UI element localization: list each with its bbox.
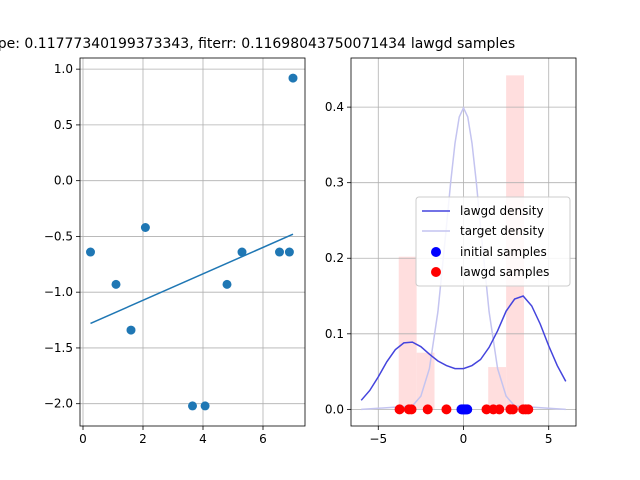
scatter-point bbox=[288, 73, 298, 83]
right-ticks: −5 0 5 0.0 0.1 0.2 0.3 0.4 bbox=[325, 100, 553, 446]
lawgd-sample-point bbox=[394, 404, 405, 415]
left-axes-frame bbox=[79, 57, 306, 427]
left-ytick-label: −1.0 bbox=[44, 285, 73, 299]
scatter-point bbox=[188, 401, 197, 411]
left-chart-title: slope: 0.11777340199373343, fiterr: 0.11… bbox=[0, 36, 406, 52]
right-xtick-label: −5 bbox=[369, 432, 387, 446]
left-xtick-label: 2 bbox=[139, 432, 147, 446]
lawgd-density-line bbox=[360, 295, 567, 401]
histogram-bar bbox=[488, 367, 507, 410]
right-marks bbox=[360, 106, 567, 415]
left-grid bbox=[80, 58, 305, 426]
lawgd-sample-point bbox=[494, 404, 505, 415]
legend: lawgd density target density initial sam… bbox=[415, 196, 571, 287]
histogram-bar bbox=[398, 256, 417, 410]
right-density-panel: −5 0 5 0.0 0.1 0.2 0.3 0.4 lawgd samples bbox=[325, 36, 577, 446]
legend-label-lawgd-density: lawgd density bbox=[460, 204, 544, 218]
scatter-point bbox=[237, 247, 247, 257]
lawgd-sample-point bbox=[507, 404, 518, 415]
target-density-line bbox=[361, 106, 566, 411]
scatter-point bbox=[111, 279, 121, 289]
left-ytick-label: −2.0 bbox=[44, 397, 73, 411]
lawgd-sample-point bbox=[441, 404, 452, 415]
initial-sample-point bbox=[462, 404, 473, 415]
left-ytick-label: 0.5 bbox=[54, 118, 73, 132]
lawgd-sample-point bbox=[406, 404, 417, 415]
left-xtick-label: 0 bbox=[79, 432, 87, 446]
right-ytick-label: 0.0 bbox=[325, 402, 344, 416]
scatter-point bbox=[126, 325, 136, 335]
left-xtick-label: 4 bbox=[199, 432, 207, 446]
right-chart-title: lawgd samples bbox=[411, 36, 515, 52]
scatter-point bbox=[222, 279, 232, 289]
scatter-point bbox=[200, 401, 210, 411]
legend-swatch-initial-samples bbox=[431, 247, 441, 257]
left-ytick-label: 1.0 bbox=[54, 62, 73, 76]
left-scatter-panel: 0 2 4 6 −2.0 −1.5 −1.0 −0.5 0.0 0.5 1.0 slope: 0.1… bbox=[0, 36, 406, 446]
lawgd-sample-point bbox=[422, 404, 433, 415]
right-ytick-label: 0.3 bbox=[325, 176, 344, 190]
left-xtick-label: 6 bbox=[259, 432, 267, 446]
legend-label-target-density: target density bbox=[460, 224, 544, 238]
left-ytick-label: −0.5 bbox=[44, 229, 73, 243]
lawgd-sample-point bbox=[523, 404, 534, 415]
scatter-point bbox=[140, 223, 150, 233]
legend-label-initial-samples: initial samples bbox=[460, 245, 547, 259]
legend-swatch-lawgd-samples bbox=[431, 267, 441, 277]
scatter-point bbox=[86, 247, 95, 257]
left-ytick-label: 0.0 bbox=[54, 174, 73, 188]
fit-line bbox=[90, 233, 294, 325]
scatter-point bbox=[275, 247, 284, 257]
left-marks bbox=[86, 73, 298, 411]
right-axes-frame bbox=[350, 57, 577, 427]
scatter-point bbox=[284, 247, 294, 257]
legend-label-lawgd-samples: lawgd samples bbox=[460, 265, 549, 279]
right-xtick-label: 5 bbox=[545, 432, 553, 446]
right-ytick-label: 0.4 bbox=[325, 100, 344, 114]
left-ticks: 0 2 4 6 −2.0 −1.5 −1.0 −0.5 0.0 0.5 1.0 bbox=[44, 62, 267, 446]
legend-box bbox=[415, 196, 571, 287]
right-ytick-label: 0.2 bbox=[325, 251, 344, 265]
right-xtick-label: 0 bbox=[460, 432, 468, 446]
right-ytick-label: 0.1 bbox=[325, 327, 344, 341]
left-ytick-label: −1.5 bbox=[44, 341, 73, 355]
